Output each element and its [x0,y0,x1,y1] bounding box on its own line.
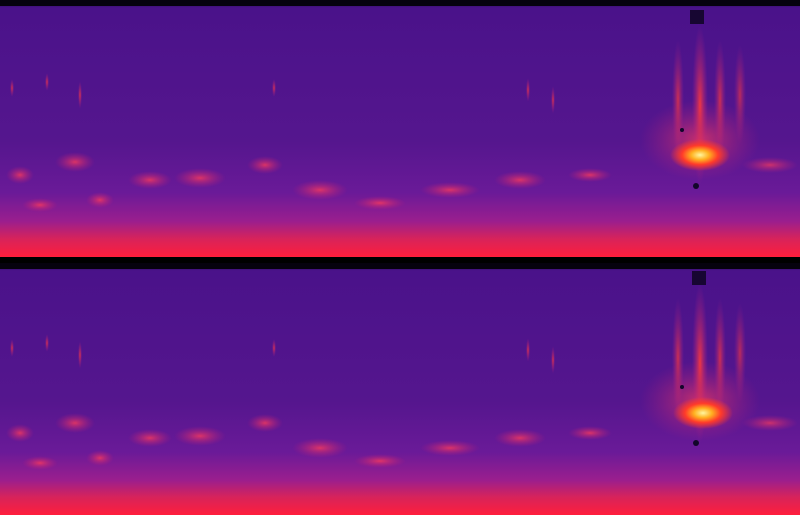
spectrogram-bottom-canvas [0,263,800,515]
channel-divider [0,257,800,263]
spectrogram-channel-top[interactable] [0,0,800,257]
spectrogram-channel-bottom[interactable] [0,263,800,515]
spectrogram-top-canvas [0,0,800,257]
